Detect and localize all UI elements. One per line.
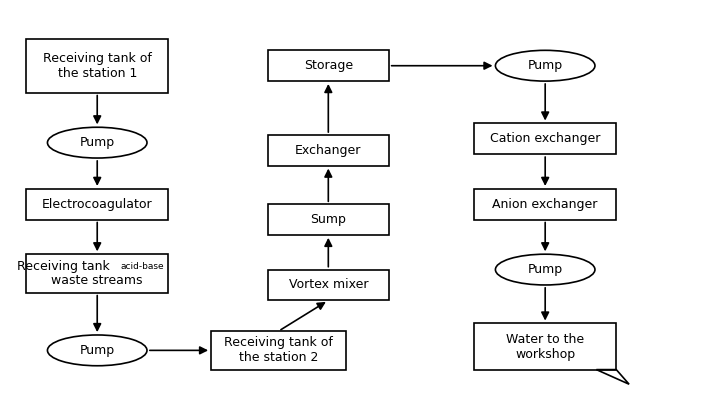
Text: Receiving tank: Receiving tank (17, 260, 109, 273)
Text: Anion exchanger: Anion exchanger (492, 198, 598, 211)
Text: Pump: Pump (528, 59, 563, 72)
FancyBboxPatch shape (474, 189, 616, 220)
Ellipse shape (48, 335, 147, 366)
Text: Water to the
workshop: Water to the workshop (506, 332, 584, 360)
Ellipse shape (48, 127, 147, 158)
Text: Exchanger: Exchanger (295, 144, 361, 157)
FancyBboxPatch shape (268, 204, 389, 235)
FancyBboxPatch shape (26, 39, 168, 93)
Text: Cation exchanger: Cation exchanger (490, 132, 600, 145)
FancyBboxPatch shape (474, 323, 616, 369)
Text: waste streams: waste streams (51, 274, 143, 287)
FancyBboxPatch shape (26, 189, 168, 220)
FancyBboxPatch shape (268, 135, 389, 166)
Text: acid-base: acid-base (120, 262, 164, 271)
FancyBboxPatch shape (474, 123, 616, 154)
Text: Storage: Storage (304, 59, 353, 72)
Text: Receiving tank of
the station 1: Receiving tank of the station 1 (42, 52, 152, 80)
Text: Electrocoagulator: Electrocoagulator (42, 198, 153, 211)
Text: Receiving tank of
the station 2: Receiving tank of the station 2 (224, 336, 333, 364)
Text: Vortex mixer: Vortex mixer (289, 279, 368, 292)
FancyBboxPatch shape (268, 270, 389, 300)
Text: Pump: Pump (80, 136, 114, 149)
Text: Sump: Sump (310, 213, 346, 226)
Text: Pump: Pump (80, 344, 114, 357)
FancyBboxPatch shape (26, 254, 168, 293)
Ellipse shape (495, 50, 595, 81)
Text: Pump: Pump (528, 263, 563, 276)
FancyBboxPatch shape (268, 50, 389, 81)
Ellipse shape (495, 254, 595, 285)
FancyBboxPatch shape (211, 331, 346, 369)
